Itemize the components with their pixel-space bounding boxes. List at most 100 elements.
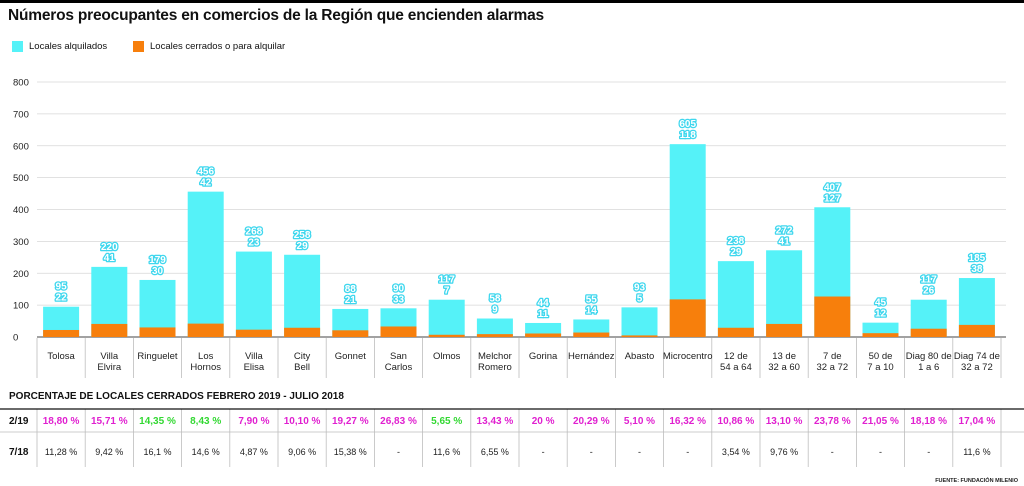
y-tick-label: 200 <box>13 269 29 280</box>
table-cell: 10,86 % <box>718 416 755 427</box>
table-cell: 18,80 % <box>43 416 80 427</box>
data-label-closed: 42 <box>200 178 212 189</box>
chart-title: Números preocupantes en comercios de la … <box>8 7 544 24</box>
x-tick-label: Gonnet <box>335 351 367 362</box>
table-cell: 9,06 % <box>288 447 316 457</box>
bar-closed <box>573 332 610 337</box>
table-cell: 14,6 % <box>192 447 220 457</box>
table-cell: 5,10 % <box>624 416 655 427</box>
data-label-closed: 14 <box>586 305 598 316</box>
data-label-closed: 22 <box>56 293 68 304</box>
data-label-rented: 117 <box>439 275 456 286</box>
table-cell: 19,27 % <box>332 416 369 427</box>
bar-rented <box>621 307 658 337</box>
data-label-rented: 456 <box>197 167 214 178</box>
bar-closed <box>91 323 128 337</box>
top-rule <box>0 0 1024 3</box>
table-cell: 9,76 % <box>770 447 798 457</box>
table-cell: - <box>638 447 641 457</box>
x-tick-label: Carlos <box>385 362 413 373</box>
y-tick-label: 600 <box>13 141 29 152</box>
legend-item-closed: Locales cerrados o para alquilar <box>133 41 285 52</box>
table-cell: - <box>879 447 882 457</box>
legend-item-rented: Locales alquilados <box>12 41 107 52</box>
data-label-rented: 58 <box>489 294 501 305</box>
x-tick-label: Ringuelet <box>137 351 177 362</box>
x-tick-label: 32 a 60 <box>768 362 800 373</box>
table-cell: - <box>831 447 834 457</box>
x-tick-label: Tolosa <box>47 351 75 362</box>
table-cell: 11,28 % <box>45 447 77 457</box>
legend-swatch-closed <box>133 41 144 52</box>
bar-rented <box>766 250 803 337</box>
data-label-closed: 26 <box>923 286 935 297</box>
bar-closed <box>284 327 321 337</box>
data-label-closed: 33 <box>393 294 405 305</box>
table-cell: 13,10 % <box>766 416 803 427</box>
legend-swatch-rented <box>12 41 23 52</box>
y-tick-label: 500 <box>13 173 29 184</box>
data-label-rented: 117 <box>921 275 938 286</box>
data-label-closed: 41 <box>779 236 791 247</box>
x-tick-label: Gorina <box>529 351 558 362</box>
bar-closed <box>669 299 706 337</box>
x-tick-label: Los <box>198 351 214 362</box>
x-tick-label: Bell <box>294 362 310 373</box>
data-label-rented: 45 <box>875 298 887 309</box>
x-tick-label: Diag 74 de <box>954 351 1000 362</box>
table-cell: 18,18 % <box>910 416 947 427</box>
table-cell: 16,32 % <box>669 416 706 427</box>
bar-closed <box>380 326 417 337</box>
bar-closed <box>332 330 369 337</box>
x-tick-label: 54 a 64 <box>720 362 752 373</box>
table-cell: 15,38 % <box>334 447 367 457</box>
data-label-rented: 88 <box>345 284 357 295</box>
x-tick-label: Diag 80 de <box>906 351 952 362</box>
data-label-rented: 258 <box>294 230 311 241</box>
data-label-closed: 29 <box>730 247 742 258</box>
data-label-closed: 41 <box>104 253 116 264</box>
x-tick-label: 50 de <box>869 351 893 362</box>
table-cell: 15,71 % <box>91 416 128 427</box>
x-tick-label: 7 a 10 <box>867 362 893 373</box>
x-tick-label: Hornos <box>190 362 221 373</box>
bar-rented <box>428 299 465 337</box>
data-label-closed: 21 <box>345 295 357 306</box>
data-label-rented: 272 <box>776 225 793 236</box>
data-label-rented: 220 <box>101 242 118 253</box>
x-tick-label: Elisa <box>244 362 265 373</box>
data-label-closed: 29 <box>297 241 309 252</box>
table-cell: 11,6 % <box>963 447 990 457</box>
x-tick-label: Abasto <box>625 351 655 362</box>
x-tick-label: San <box>390 351 407 362</box>
y-tick-label: 400 <box>13 205 29 216</box>
data-label-rented: 95 <box>56 282 68 293</box>
data-label-rented: 238 <box>728 236 745 247</box>
table-cell: 10,10 % <box>284 416 321 427</box>
table-cell: - <box>542 447 545 457</box>
y-tick-label: 100 <box>13 301 29 312</box>
bar-closed <box>814 296 851 337</box>
y-tick-label: 300 <box>13 237 29 248</box>
table-cell: 21,05 % <box>862 416 899 427</box>
x-tick-label: Villa <box>245 351 263 362</box>
data-label-closed: 23 <box>248 238 260 249</box>
table-cell: 11,6 % <box>433 447 460 457</box>
bar-closed <box>910 328 947 337</box>
x-tick-label: Olmos <box>433 351 461 362</box>
table-cell: 20,29 % <box>573 416 610 427</box>
data-label-closed: 127 <box>824 193 841 204</box>
y-tick-label: 0 <box>13 333 18 344</box>
y-tick-label: 800 <box>13 78 29 89</box>
bar-rented <box>476 318 513 337</box>
bar-closed <box>43 329 80 337</box>
bar-closed <box>621 335 658 337</box>
x-tick-label: Melchor <box>478 351 512 362</box>
data-label-rented: 407 <box>824 182 841 193</box>
bar-rented <box>284 254 321 337</box>
table-cell: - <box>590 447 593 457</box>
bar-closed <box>958 324 995 337</box>
data-label-closed: 7 <box>444 286 450 297</box>
bar-rented <box>717 261 754 337</box>
